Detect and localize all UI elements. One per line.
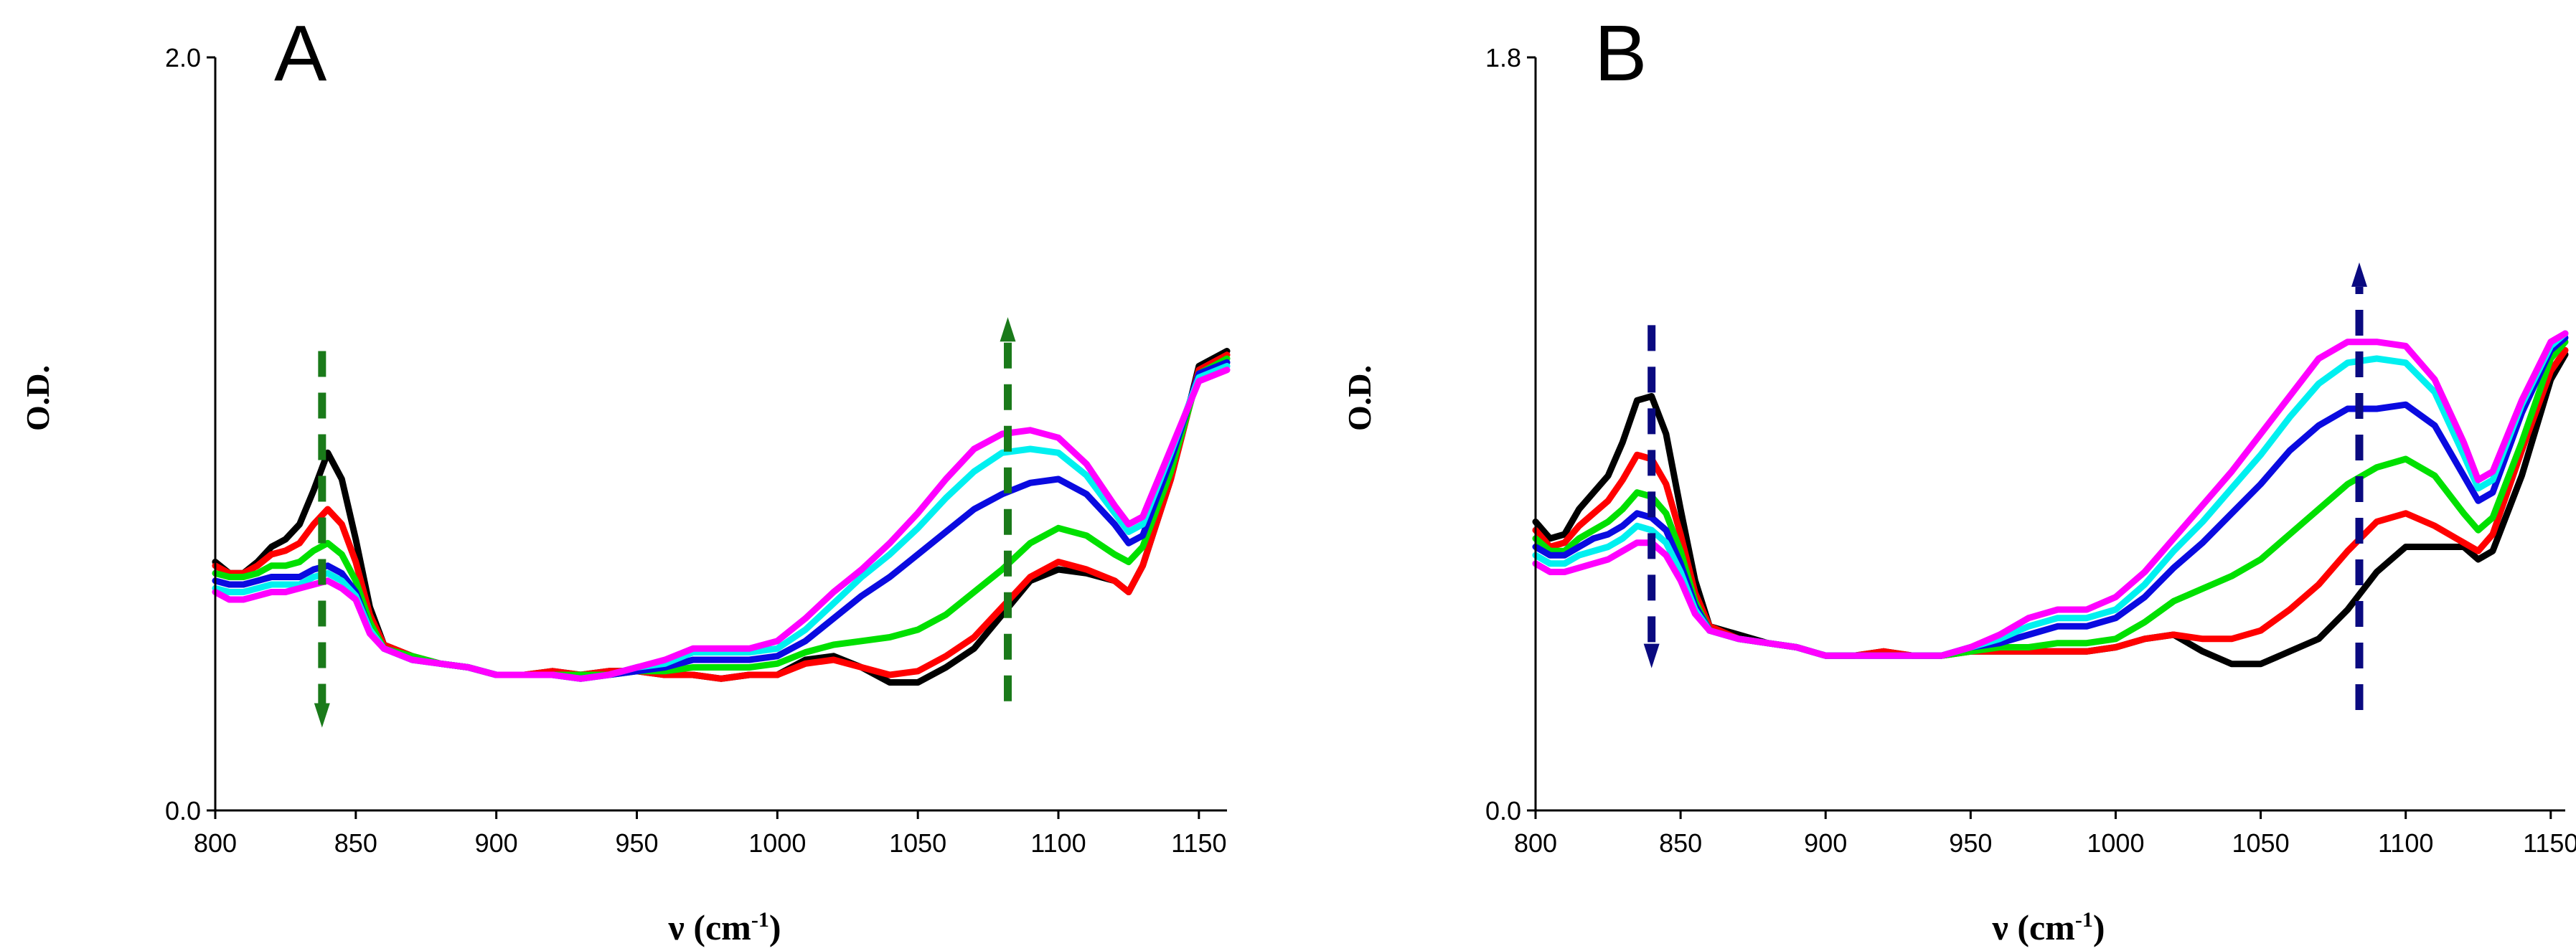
panel-a-x-tick-label: 900 xyxy=(475,828,518,858)
panel-b-series-green xyxy=(1532,339,2569,659)
panel-a-x-tick-label: 1150 xyxy=(1171,828,1226,858)
panel-b-x-tick-label: 950 xyxy=(1949,828,1992,858)
panel-a-y-tick-label: 2.0 xyxy=(165,43,201,72)
panel-a-x-tick-label: 1000 xyxy=(748,828,806,858)
panel-a-x-axis-title: ν (cm-1) xyxy=(668,907,781,947)
panel-a-series-blue xyxy=(212,359,1231,682)
panel-b-y-tick-label: 0.0 xyxy=(1485,796,1521,825)
panel-a: A 800 850 900 950 1000 1050 1100 1150 0.0 2.0 ν (… xyxy=(19,9,1231,947)
panel-b-x-tick-label: 1100 xyxy=(2378,828,2433,858)
panel-b-arrow-up xyxy=(2351,262,2367,710)
panel-b-x-tick-label: 900 xyxy=(1804,828,1847,858)
panel-a-x-axis-title-superscript: -1 xyxy=(751,908,769,932)
panel-b-x-tick-label: 1000 xyxy=(2087,828,2144,858)
panel-b-x-tick-label: 1150 xyxy=(2523,828,2576,858)
panel-b-arrow-head xyxy=(2351,262,2367,287)
panel-a-x-tick-label: 1050 xyxy=(889,828,946,858)
panel-b-x-tick-label: 800 xyxy=(1514,828,1557,858)
panel-b-letter: B xyxy=(1594,9,1647,98)
panel-a-arrow-up xyxy=(1000,317,1016,701)
panel-a-series-magenta xyxy=(212,366,1231,682)
panel-b-x-tick-label: 850 xyxy=(1659,828,1702,858)
panel-b-arrow-down xyxy=(1643,325,1660,668)
panel-b-plot-area xyxy=(1532,262,2569,710)
panel-a-y-axis-title: O.D. xyxy=(19,365,56,431)
panel-b-arrow-head xyxy=(1643,643,1660,668)
panel-b: B 800 850 900 950 1000 1050 1100 1150 0.0 1.8 ν (… xyxy=(1341,9,2576,947)
panel-a-x-tick-label: 800 xyxy=(194,828,237,858)
panel-b-y-tick-label: 1.8 xyxy=(1485,43,1521,72)
panel-a-y-tick-label: 0.0 xyxy=(165,796,201,825)
panel-a-plot-area xyxy=(212,317,1231,728)
panel-a-ticks: 800 850 900 950 1000 1050 1100 1150 0.0 2.0 xyxy=(165,43,1227,858)
panel-a-x-axis-title-close: ) xyxy=(769,907,781,947)
panel-a-x-axis-title-main: ν (cm xyxy=(668,907,751,947)
panel-b-x-axis-title: ν (cm-1) xyxy=(1992,907,2105,947)
panel-b-x-axis-title-close: ) xyxy=(2093,907,2105,947)
panel-a-arrow-head xyxy=(1000,317,1016,342)
panel-b-y-axis-title: O.D. xyxy=(1341,365,1378,431)
panel-a-x-tick-label: 950 xyxy=(615,828,658,858)
panel-b-ticks: 800 850 900 950 1000 1050 1100 1150 0.0 1.8 xyxy=(1485,43,2576,858)
panel-b-x-axis-title-main: ν (cm xyxy=(1992,907,2075,947)
panel-a-x-tick-label: 1100 xyxy=(1030,828,1086,858)
panel-a-arrow-down xyxy=(314,351,330,728)
panel-b-x-tick-label: 1050 xyxy=(2232,828,2290,858)
panel-b-x-axis-title-superscript: -1 xyxy=(2075,908,2093,932)
panel-b-series-magenta xyxy=(1532,330,2569,659)
panel-a-letter: A xyxy=(274,9,327,98)
panel-a-x-tick-label: 850 xyxy=(334,828,377,858)
panel-a-arrow-head xyxy=(314,703,330,728)
